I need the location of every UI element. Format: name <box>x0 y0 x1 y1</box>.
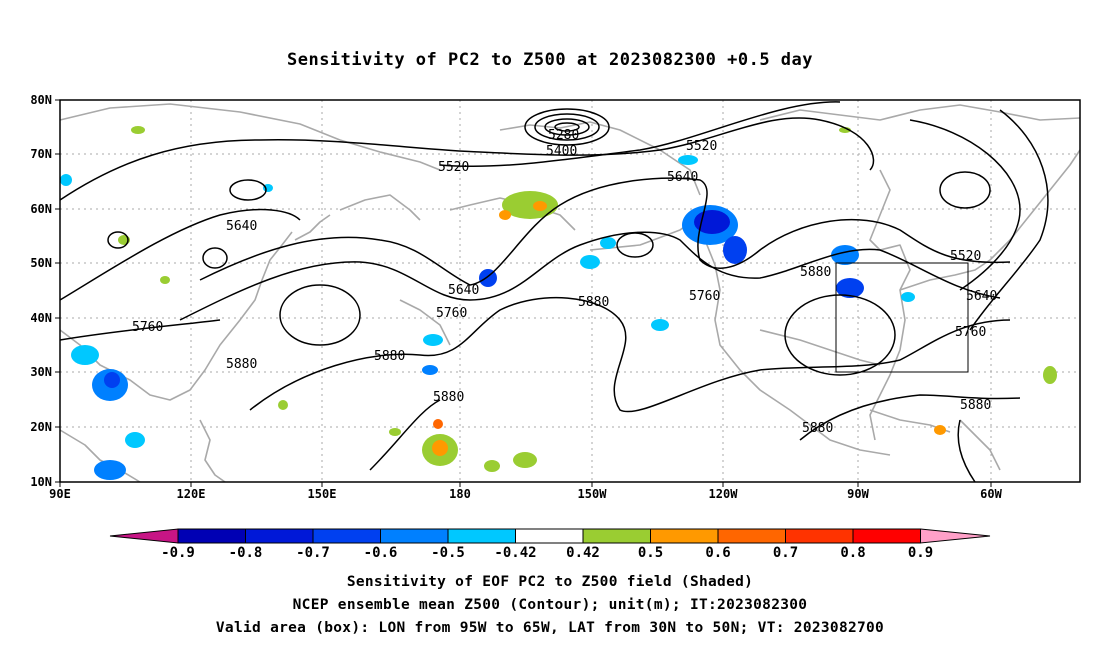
lat-labels: 80N 70N 60N 50N 40N 30N 20N 10N <box>30 93 52 489</box>
colorbar-segment <box>177 528 246 544</box>
contour-label: 5880 <box>960 398 991 413</box>
colorbar: -0.9 -0.8 -0.7 -0.6 -0.5 -0.42 0.42 0.5 … <box>109 528 991 561</box>
caption-contour: NCEP ensemble mean Z500 (Contour); unit(… <box>292 597 808 613</box>
contour-label: 5880 <box>578 295 609 310</box>
z500-contours <box>59 101 1049 483</box>
lon-label: 120E <box>177 487 206 501</box>
contour-label: 5640 <box>667 170 698 185</box>
contour-label: 5760 <box>132 320 163 335</box>
contour-label: 5880 <box>433 390 464 405</box>
colorbar-segment <box>852 528 921 544</box>
contour-label: 5760 <box>689 289 720 304</box>
colorbar-label: 0.42 <box>566 545 600 561</box>
colorbar-label: -0.8 <box>229 545 263 561</box>
map-frame <box>59 99 1081 483</box>
colorbar-label: -0.5 <box>431 545 465 561</box>
lat-label: 20N <box>30 420 52 434</box>
lat-axis <box>55 99 60 483</box>
coastlines <box>59 103 1081 483</box>
colorbar-segment <box>785 528 854 544</box>
colorbar-label: 0.6 <box>705 545 730 561</box>
lon-label: 150W <box>578 487 608 501</box>
colorbar-segment <box>515 528 584 544</box>
lon-label: 60W <box>980 487 1002 501</box>
colorbar-label: 0.5 <box>638 545 663 561</box>
colorbar-segment <box>650 528 719 544</box>
contour-label: 5760 <box>955 325 986 340</box>
colorbar-label: -0.9 <box>161 545 195 561</box>
colorbar-segment <box>447 528 516 544</box>
contour-label: 5520 <box>438 160 469 175</box>
colorbar-segment <box>245 528 314 544</box>
lat-label: 70N <box>30 147 52 161</box>
lat-label: 80N <box>30 93 52 107</box>
colorbar-low-arrow <box>109 528 179 544</box>
colorbar-label: 0.8 <box>840 545 865 561</box>
colorbar-label: -0.7 <box>296 545 330 561</box>
lon-label: 120W <box>709 487 739 501</box>
lat-label: 50N <box>30 256 52 270</box>
contour-label: 5280 <box>548 128 579 143</box>
contour-label: 5880 <box>802 421 833 436</box>
graticule <box>60 100 1080 482</box>
map-title: Sensitivity of PC2 to Z500 at 2023082300… <box>286 50 813 70</box>
contour-label: 5640 <box>966 289 997 304</box>
valid-area-box <box>835 262 969 373</box>
colorbar-label: -0.42 <box>494 545 536 561</box>
contour-label: 5520 <box>950 249 981 264</box>
lat-label: 30N <box>30 365 52 379</box>
contour-label: 5520 <box>686 139 717 154</box>
contour-labels: 5280 5400 5520 5520 5520 5640 5640 5640 … <box>132 128 997 436</box>
contour-label: 5760 <box>436 306 467 321</box>
colorbar-label: 0.7 <box>773 545 798 561</box>
contour-label: 5880 <box>800 265 831 280</box>
lat-label: 10N <box>30 475 52 489</box>
lon-axis <box>59 482 992 487</box>
contour-label: 5640 <box>448 283 479 298</box>
colorbar-segment <box>717 528 786 544</box>
lon-labels: 90E 120E 150E 180 150W 120W 90W 60W <box>49 487 1002 501</box>
lat-label: 60N <box>30 202 52 216</box>
contour-label: 5880 <box>374 349 405 364</box>
colorbar-label: 0.9 <box>908 545 933 561</box>
colorbar-segment <box>380 528 449 544</box>
contour-label: 5400 <box>546 144 577 159</box>
colorbar-high-arrow <box>920 528 991 544</box>
contour-label: 5880 <box>226 357 257 372</box>
contour-label: 5640 <box>226 219 257 234</box>
colorbar-label: -0.6 <box>364 545 398 561</box>
lon-label: 150E <box>308 487 337 501</box>
colorbar-segment <box>582 528 651 544</box>
caption-valid-area: Valid area (box): LON from 95W to 65W, L… <box>215 620 885 636</box>
caption-shading: Sensitivity of EOF PC2 to Z500 field (Sh… <box>346 574 754 590</box>
lon-label: 90E <box>49 487 71 501</box>
colorbar-segment <box>312 528 381 544</box>
lon-label: 90W <box>847 487 869 501</box>
lon-label: 180 <box>449 487 471 501</box>
lat-label: 40N <box>30 311 52 325</box>
